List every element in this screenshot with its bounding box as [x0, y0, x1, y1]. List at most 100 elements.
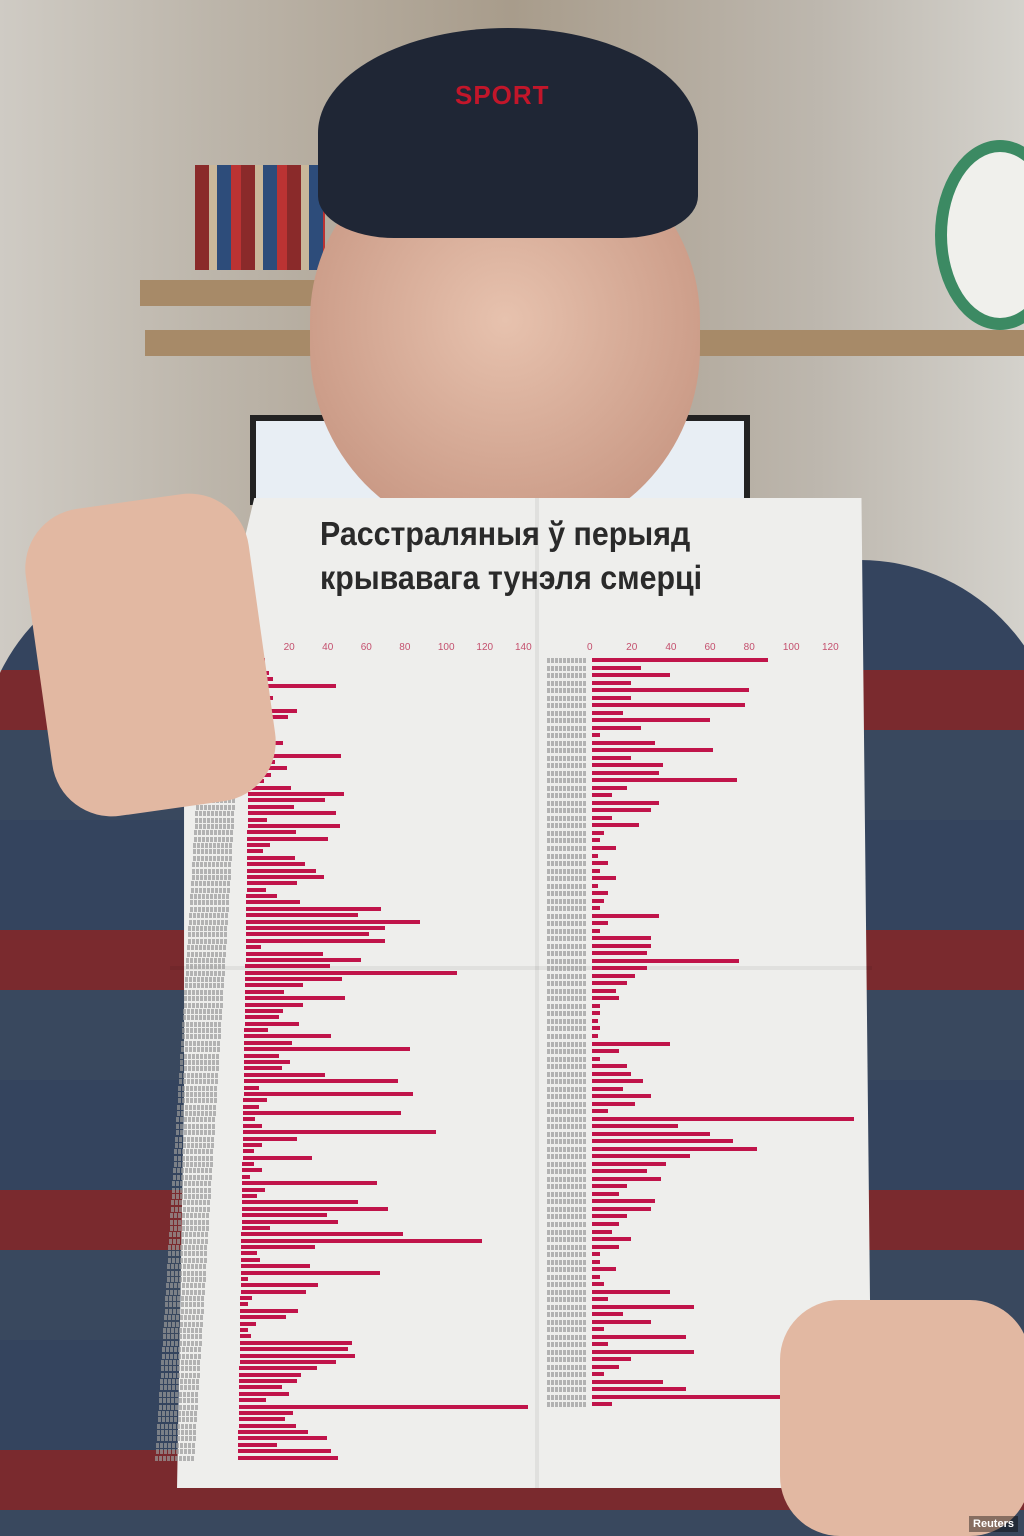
bar: [239, 1366, 317, 1371]
bar: [242, 1142, 263, 1147]
bar: [592, 928, 600, 933]
bar: [240, 1276, 249, 1281]
bar: [243, 1079, 398, 1084]
row-label: [172, 1181, 213, 1187]
bar: [592, 778, 737, 783]
bar: [247, 817, 267, 822]
row-label: [547, 1267, 587, 1273]
bar: [242, 1162, 255, 1167]
row-label: [166, 1276, 207, 1282]
bar: [592, 1184, 628, 1189]
bar: [592, 815, 612, 820]
axis-tick-label: 80: [743, 642, 755, 653]
sheet-title: Расстраляныя ў перыяд крывавага тунэля с…: [320, 512, 702, 600]
row-label: [178, 1091, 219, 1097]
bar: [592, 755, 632, 760]
row-label: [193, 849, 234, 855]
bar: [592, 1244, 620, 1249]
row-label: [547, 1289, 587, 1295]
bar: [244, 996, 346, 1001]
row-label: [174, 1142, 215, 1148]
row-label: [165, 1296, 206, 1302]
row-label: [547, 973, 587, 979]
row-label: [178, 1079, 219, 1085]
bar: [239, 1372, 302, 1377]
bar: [243, 1098, 267, 1103]
row-label: [157, 1417, 198, 1423]
bar: [592, 1297, 608, 1302]
bar: [592, 725, 641, 730]
row-label: [170, 1206, 211, 1212]
bar: [592, 1146, 757, 1151]
bar: [592, 1161, 667, 1166]
row-label: [183, 1008, 224, 1014]
row-label: [187, 938, 228, 944]
row-label: [547, 846, 587, 851]
bar: [242, 1149, 255, 1154]
row-label: [156, 1430, 197, 1436]
bar: [592, 785, 628, 790]
bar: [592, 973, 636, 978]
row-label: [547, 1282, 587, 1288]
row-label: [167, 1264, 208, 1270]
row-label: [547, 1357, 587, 1363]
row-label: [547, 1342, 587, 1348]
right-hand: [780, 1300, 1024, 1536]
row-label: [547, 658, 587, 663]
bar: [244, 1028, 268, 1033]
bar: [592, 740, 655, 745]
row-label: [168, 1245, 209, 1251]
bar: [592, 1394, 788, 1399]
bar: [592, 1379, 663, 1384]
bar: [592, 958, 739, 963]
bar: [246, 862, 305, 867]
title-line: крывавага тунэля смерці: [320, 559, 703, 596]
paper-sheet: [177, 498, 872, 1488]
bar: [239, 1359, 336, 1364]
row-label: [547, 1259, 587, 1265]
bar: [592, 1402, 612, 1407]
bar: [592, 1109, 608, 1114]
bar: [238, 1436, 328, 1441]
row-label: [163, 1328, 204, 1333]
bar: [241, 1238, 483, 1243]
bar: [240, 1315, 287, 1320]
bar: [246, 926, 385, 930]
bar: [592, 1349, 694, 1354]
row-label: [192, 855, 233, 861]
bar: [238, 1404, 529, 1409]
row-label: [191, 874, 232, 880]
bar: [241, 1251, 257, 1256]
axis-tick-label: 0: [587, 642, 593, 653]
row-label: [547, 733, 587, 739]
row-label: [547, 1394, 587, 1400]
bar: [238, 1410, 293, 1415]
bar: [245, 964, 331, 969]
row-label: [547, 740, 587, 746]
bar: [592, 1169, 647, 1174]
row-label: [547, 793, 587, 799]
row-label: [547, 748, 587, 754]
bar: [240, 1328, 248, 1332]
row-label: [175, 1136, 216, 1142]
row-label: [547, 1169, 587, 1175]
row-label: [547, 830, 587, 836]
bar: [592, 658, 769, 662]
bar: [248, 792, 345, 796]
bar: [247, 811, 337, 816]
row-label: [547, 1334, 587, 1340]
bar: [246, 919, 420, 924]
shelf: [140, 280, 330, 306]
bar: [246, 881, 297, 886]
row-label: [547, 988, 587, 994]
row-label: [175, 1130, 216, 1136]
row-label: [183, 1002, 224, 1008]
bar: [592, 1206, 651, 1211]
row-label: [191, 881, 232, 887]
bar: [238, 1398, 266, 1403]
bar: [241, 1213, 327, 1218]
row-label: [164, 1302, 205, 1308]
bar: [592, 1237, 632, 1242]
bar: [592, 1131, 710, 1136]
bar: [592, 1274, 600, 1279]
